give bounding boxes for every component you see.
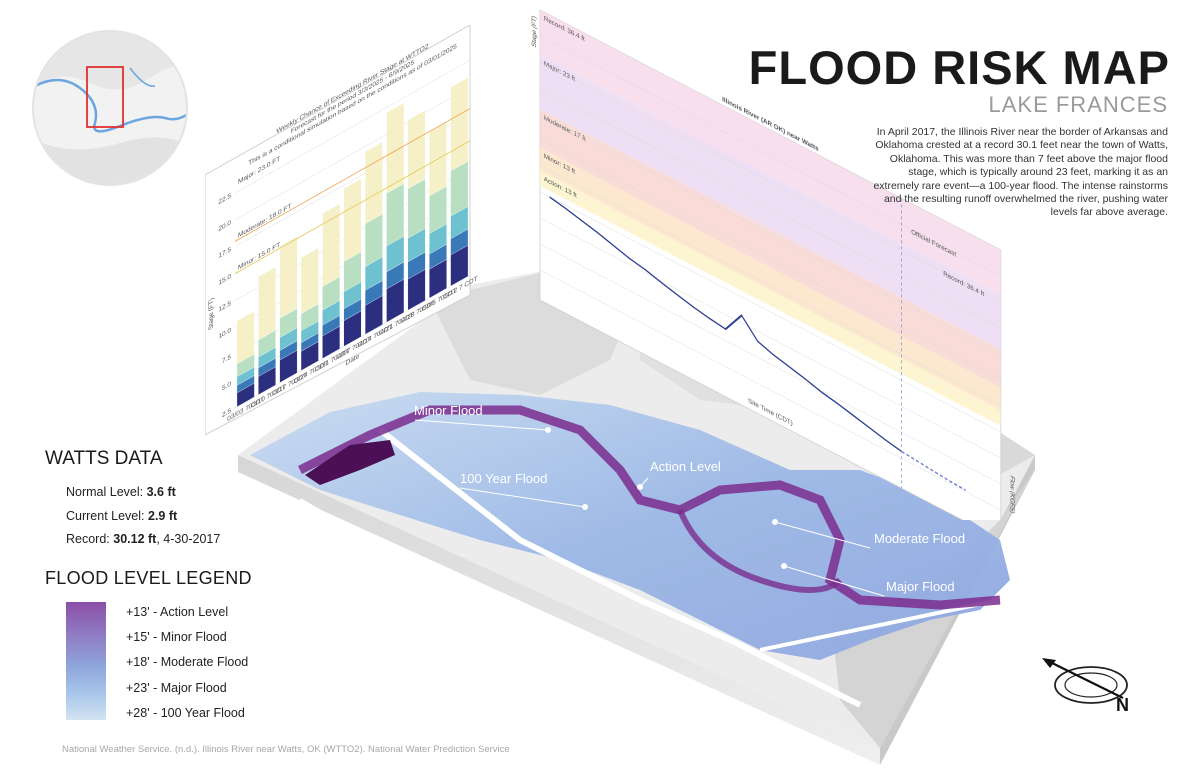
locator-map-icon xyxy=(32,30,188,186)
legend-item-action: +13' - Action Level xyxy=(126,605,229,619)
normal-level-label: Normal Level: xyxy=(66,485,144,499)
bar-chart-threshold-line xyxy=(235,108,470,242)
legend-item-100-year: +28' - 100 Year Flood xyxy=(126,706,245,720)
hydrograph-gridline xyxy=(540,61,1001,303)
bar-> 90% xyxy=(450,244,469,287)
exceedance-bar-chart: 2.55.07.510.012.515.017.520.022.5Minor: … xyxy=(205,25,478,435)
hydrograph-gridline xyxy=(540,9,1001,251)
legend-title: FLOOD LEVEL LEGEND xyxy=(45,568,252,588)
record-label: Record: xyxy=(66,532,110,546)
river-meander xyxy=(677,508,843,593)
compass-icon xyxy=(1042,658,1128,704)
legend-item-moderate: +18' - Moderate Flood xyxy=(126,655,249,669)
hydrograph-band xyxy=(540,170,1001,426)
hydrograph-y2-label: Flow (KCFS) xyxy=(1009,474,1015,515)
bar-chart-y-label: Stage (FT) xyxy=(208,296,215,331)
bar-> 90% xyxy=(322,325,341,359)
page-title: FLOOD RISK MAP xyxy=(748,41,1170,94)
inset-river xyxy=(34,78,186,133)
hydrograph-forecast-line xyxy=(901,450,966,491)
terrain-block-side-left xyxy=(238,455,880,765)
bar-> 90% xyxy=(364,295,383,335)
hydrograph-gridline xyxy=(540,191,1001,433)
map-label-100-year-flood: 100 Year Flood xyxy=(460,471,548,486)
page-subtitle: LAKE FRANCES xyxy=(988,92,1168,117)
map-label-moderate-flood: Moderate Flood xyxy=(874,531,966,546)
compass-north-label: N xyxy=(1116,695,1129,715)
hydrograph-y-label: Stage (FT) xyxy=(532,15,538,49)
map-label-minor-flood: Minor Flood xyxy=(414,403,483,418)
hydrograph-band xyxy=(540,55,1001,350)
road xyxy=(759,598,1001,652)
bar-> 90% xyxy=(343,310,362,347)
map-label-major-flood: Major Flood xyxy=(886,579,955,594)
bar-chart-y-tick: 7.5 xyxy=(222,354,231,366)
watts-normal-level: Normal Level: 3.6 ft xyxy=(66,485,176,499)
hydrograph-gridline xyxy=(540,217,1001,459)
river-channel-action-level xyxy=(297,405,1001,610)
watts-data-title: WATTS DATA xyxy=(45,448,163,469)
inset-extent-highlight xyxy=(86,66,124,128)
intro-paragraph: In April 2017, the Illinois River near t… xyxy=(873,126,1168,219)
bar-> 90% xyxy=(236,382,255,408)
bar-> 90% xyxy=(407,268,426,311)
watts-current-level: Current Level: 2.9 ft xyxy=(66,509,177,523)
hydrograph-gridline xyxy=(540,139,1001,381)
legend-item-major: +23' - Major Flood xyxy=(126,681,227,695)
current-level-label: Current Level: xyxy=(66,509,145,523)
hydrograph-gridline xyxy=(540,243,1001,485)
hydrograph-band xyxy=(540,109,1001,388)
map-label-action-level: Action Level xyxy=(650,459,721,474)
hydrograph-gridline xyxy=(540,35,1001,277)
bar-> 90% xyxy=(386,278,405,323)
road xyxy=(378,427,862,708)
bar-chart-gridline xyxy=(235,59,470,194)
flood-legend-color-ramp xyxy=(66,602,106,720)
record-value: 30.12 ft xyxy=(113,532,157,546)
bar-> 90% xyxy=(258,366,277,396)
river-dark-reach xyxy=(305,440,395,485)
hydrograph-gridline xyxy=(540,165,1001,407)
hydrograph-band xyxy=(540,147,1001,411)
bar-chart-y-tick: 5.0 xyxy=(222,381,231,393)
bar-chart-y-tick: 2.5 xyxy=(222,408,231,420)
hydrograph-gridline xyxy=(540,269,1001,511)
bar-chart-threshold-line xyxy=(235,140,470,275)
flood-extent-area xyxy=(250,392,1010,660)
hydrograph-band xyxy=(540,10,1001,296)
road xyxy=(298,498,701,702)
legend-item-minor: +15' - Minor Flood xyxy=(126,630,227,644)
watts-record: Record: 30.12 ft, 4-30-2017 xyxy=(66,532,220,546)
hydrograph-gridline xyxy=(540,87,1001,329)
normal-level-value: 3.6 ft xyxy=(146,485,176,499)
hydrograph-gridline xyxy=(540,113,1001,355)
bar-chart-gridline xyxy=(235,86,470,221)
source-citation: National Weather Service. (n.d.). Illino… xyxy=(62,744,510,755)
current-level-value: 2.9 ft xyxy=(148,509,178,523)
bar-> 90% xyxy=(428,259,447,299)
hydrograph-observed-line xyxy=(549,196,902,453)
bar-> 90% xyxy=(300,341,319,372)
bar-> 90% xyxy=(279,349,298,384)
record-date: , 4-30-2017 xyxy=(156,532,221,546)
